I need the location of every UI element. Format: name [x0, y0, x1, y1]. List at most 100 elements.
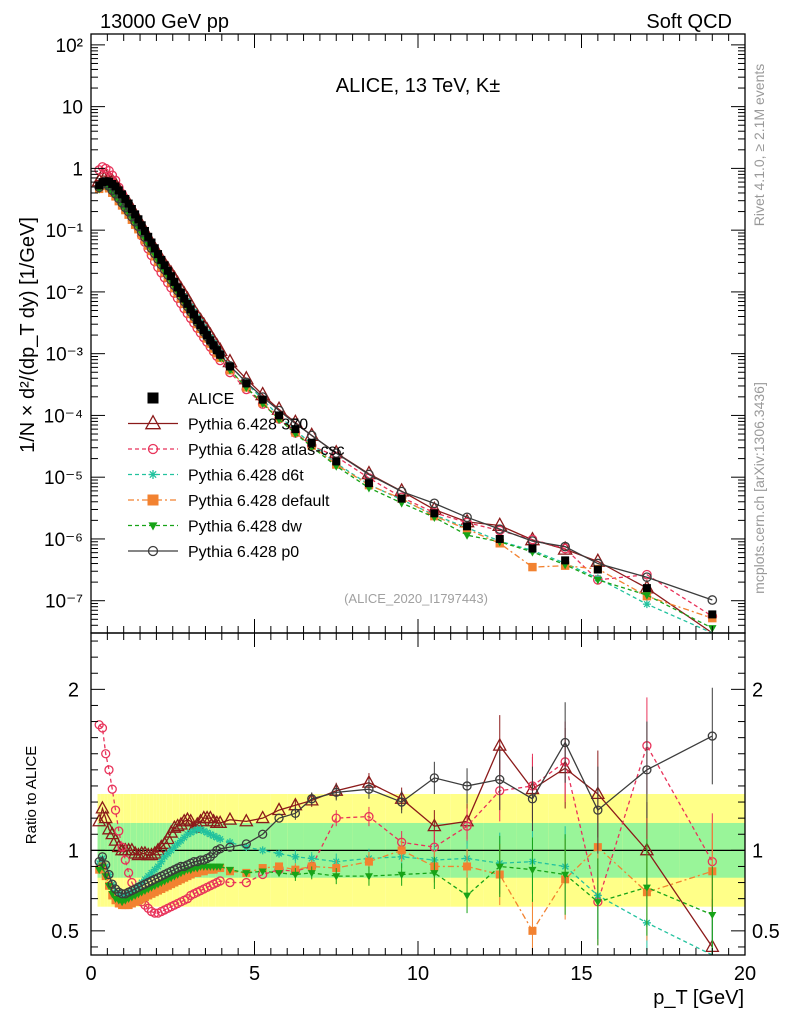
ratio-point — [258, 829, 268, 839]
data-point — [193, 316, 202, 325]
ratio-point — [212, 833, 221, 842]
ratio-point — [527, 794, 538, 804]
ratio-point — [170, 818, 185, 832]
ratio-point — [180, 833, 189, 842]
ratio-point — [275, 862, 284, 871]
ratio-point — [332, 873, 341, 881]
ratio-point — [427, 818, 442, 832]
ratio-point — [124, 842, 140, 856]
main-line-2 — [98, 182, 713, 634]
ratio-point — [463, 862, 472, 871]
y-tick-label: 10⁻⁷ — [45, 592, 83, 613]
header-right: Soft QCD — [646, 11, 732, 33]
data-point — [147, 238, 156, 247]
ratio-point — [157, 857, 166, 866]
data-point — [307, 438, 316, 447]
ratio-point — [255, 810, 270, 824]
legend-label: Pythia 6.428 atlas-csc — [188, 442, 345, 459]
data-point — [190, 310, 199, 319]
ratio-point — [364, 857, 373, 866]
data-point — [209, 341, 218, 350]
ratio-tick-label-right: 1 — [752, 840, 763, 862]
ratio-point — [593, 899, 602, 907]
ratio-point — [642, 765, 652, 775]
legend-marker — [148, 522, 158, 531]
analysis-tag: (ALICE_2020_I1797443) — [344, 591, 488, 606]
data-point — [173, 283, 182, 292]
legend-marker — [148, 470, 158, 479]
main-point — [528, 562, 537, 572]
legend-entry-5: Pythia 6.428 dw — [128, 519, 302, 536]
ratio-point — [291, 852, 300, 861]
ratio-point — [205, 852, 216, 862]
legend-marker — [147, 443, 159, 455]
data-point — [203, 331, 212, 340]
ratio-point — [147, 868, 156, 877]
ratio-point — [274, 813, 284, 823]
y-axis-label: 1/N × d²/(dp_T dy) [1/GeV] — [17, 217, 39, 453]
data-point — [140, 226, 149, 235]
data-point — [150, 244, 159, 253]
main-point — [642, 569, 652, 580]
ratio-point — [290, 808, 301, 818]
ratio-point — [189, 856, 199, 867]
data-point — [495, 534, 504, 543]
ratio-point — [182, 894, 193, 904]
ratio-point — [144, 847, 159, 861]
data-point — [216, 350, 225, 359]
ratio-tick-label-right: 2 — [752, 679, 763, 701]
ratio-tick-label-left: 2 — [68, 679, 79, 701]
ratio-point — [561, 871, 570, 879]
main-point — [560, 541, 571, 552]
data-point — [212, 346, 221, 355]
main-point — [331, 448, 342, 459]
ratio-point — [528, 866, 537, 875]
ratio-point — [275, 870, 284, 878]
ratio-point — [195, 855, 206, 865]
ratio-point — [206, 830, 215, 839]
y-tick-label: 1 — [72, 159, 83, 180]
ratio-point — [147, 845, 162, 859]
main-point — [642, 600, 651, 609]
data-point — [242, 379, 251, 388]
ratio-point — [199, 827, 208, 836]
ratio-point — [123, 868, 134, 878]
ratio-point — [176, 836, 185, 845]
ratio-point — [331, 787, 341, 798]
ratio-point — [107, 879, 117, 889]
ratio-point — [98, 810, 113, 824]
ratio-point — [208, 848, 219, 859]
ratio-point — [114, 826, 124, 836]
ratio-point — [163, 849, 172, 858]
data-point — [397, 494, 406, 503]
ratio-point — [560, 737, 570, 748]
ratio-point — [203, 810, 218, 824]
data-point — [163, 266, 172, 275]
data-point — [593, 565, 602, 574]
ratio-point — [144, 872, 153, 881]
x-axis-label: p_T [GeV] — [653, 987, 744, 1009]
ratio-series-5 — [94, 687, 717, 899]
data-point — [124, 199, 133, 208]
ratio-point — [117, 842, 127, 852]
legend-entry-0: ALICE — [147, 391, 234, 408]
data-point — [176, 289, 185, 298]
ratio-point — [215, 844, 225, 854]
ratio-point — [186, 828, 195, 837]
main-point — [492, 516, 508, 531]
ratio-tick-label-right: 0.5 — [752, 921, 780, 943]
data-point — [154, 250, 163, 259]
ratio-point — [173, 839, 182, 848]
ratio-point — [463, 892, 472, 900]
ratio-point — [215, 876, 225, 886]
ratio-point — [707, 731, 717, 741]
ratio-point — [206, 813, 221, 827]
data-point — [137, 221, 146, 230]
ratio-point — [430, 870, 439, 878]
ratio-point — [241, 839, 251, 849]
data-point — [131, 210, 140, 219]
x-tick-label: 10 — [407, 963, 429, 985]
ratio-point — [120, 855, 130, 865]
ratio-point — [241, 877, 251, 888]
